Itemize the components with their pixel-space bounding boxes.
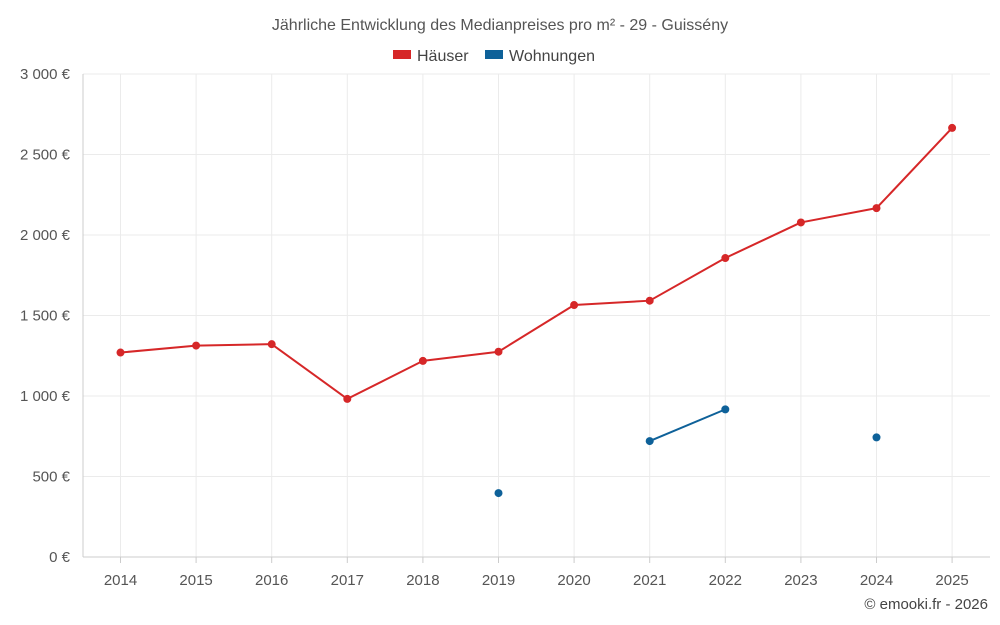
data-point-haeuser[interactable] (192, 341, 201, 350)
data-point-haeuser[interactable] (494, 347, 503, 356)
data-point-haeuser[interactable] (796, 218, 805, 227)
legend-label-wohnungen: Wohnungen (509, 48, 595, 65)
x-tick-label: 2018 (406, 572, 439, 589)
legend-item-wohnungen[interactable]: Wohnungen (485, 48, 595, 65)
data-point-wohnungen[interactable] (721, 405, 730, 414)
data-point-haeuser[interactable] (418, 356, 427, 365)
x-tick-label: 2021 (633, 572, 666, 589)
chart-title: Jährliche Entwicklung des Medianpreises … (272, 17, 728, 34)
data-point-haeuser[interactable] (948, 123, 957, 132)
data-point-haeuser[interactable] (116, 348, 125, 357)
data-point-wohnungen[interactable] (494, 489, 503, 498)
data-point-haeuser[interactable] (570, 301, 579, 310)
y-tick-label: 0 € (49, 549, 71, 566)
x-tick-label: 2024 (860, 572, 893, 589)
x-tick-label: 2017 (331, 572, 364, 589)
data-point-haeuser[interactable] (721, 254, 730, 263)
series-line-haeuser (120, 127, 953, 400)
data-point-wohnungen[interactable] (645, 437, 654, 446)
x-tick-label: 2015 (179, 572, 212, 589)
y-tick-label: 3 000 € (20, 66, 71, 83)
x-tick-label: 2016 (255, 572, 288, 589)
series-line-wohnungen (649, 408, 726, 443)
data-point-wohnungen[interactable] (872, 433, 881, 442)
data-point-haeuser[interactable] (267, 340, 276, 349)
y-tick-label: 1 500 € (20, 308, 71, 325)
x-tick-label: 2022 (709, 572, 742, 589)
legend-item-haeuser[interactable]: Häuser (393, 48, 469, 65)
x-tick-label: 2023 (784, 572, 817, 589)
y-tick-label: 2 500 € (20, 147, 71, 164)
legend-swatch-wohnungen (485, 50, 503, 59)
y-tick-label: 1 000 € (20, 388, 71, 405)
data-point-haeuser[interactable] (872, 204, 881, 213)
x-tick-label: 2019 (482, 572, 515, 589)
legend-swatch-haeuser (393, 50, 411, 59)
x-tick-label: 2014 (104, 572, 137, 589)
y-tick-label: 2 000 € (20, 227, 71, 244)
credit-text: © emooki.fr - 2026 (864, 596, 988, 613)
data-point-haeuser[interactable] (645, 296, 654, 305)
legend: Häuser Wohnungen (393, 48, 595, 65)
y-tick-label: 500 € (32, 469, 70, 486)
x-tick-label: 2020 (557, 572, 590, 589)
x-tick-label: 2025 (935, 572, 968, 589)
data-point-haeuser[interactable] (343, 394, 352, 403)
legend-label-haeuser: Häuser (417, 48, 469, 65)
